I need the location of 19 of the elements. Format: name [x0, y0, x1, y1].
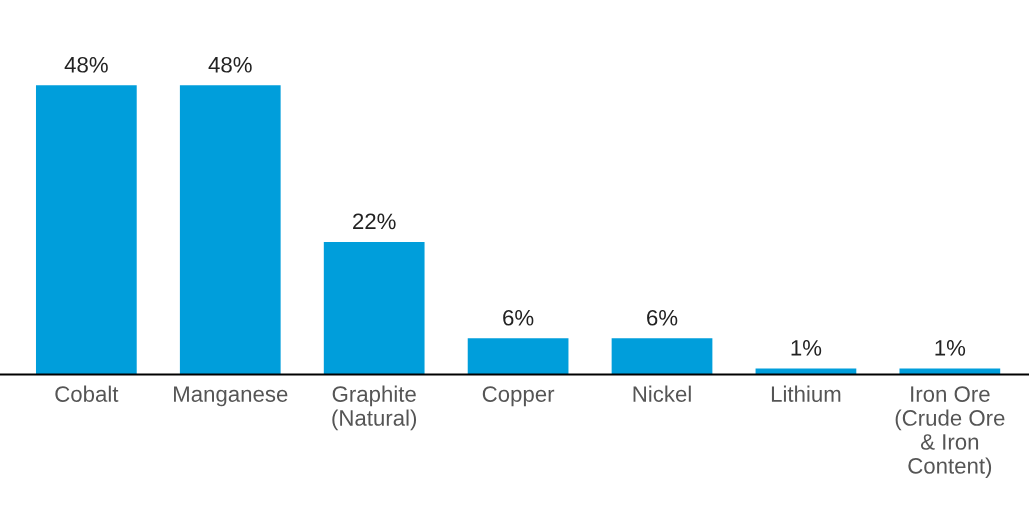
- data-label: 6%: [647, 309, 678, 326]
- x-tick-label: Graphite (Natural): [332, 385, 417, 431]
- bar: [611, 338, 713, 375]
- data-label: 22%: [353, 213, 396, 230]
- bar: [323, 241, 425, 375]
- data-label: 48%: [208, 56, 252, 73]
- x-tick-label: Copper: [482, 386, 555, 407]
- x-tick-label: Iron Ore (Crude Ore & Iron Content): [895, 386, 1005, 479]
- x-tick-label: Lithium: [771, 385, 841, 402]
- x-tick-label: Nickel: [633, 385, 691, 402]
- x-tick-label: Manganese: [174, 386, 288, 407]
- bar: [35, 85, 137, 375]
- data-label: 48%: [64, 56, 108, 73]
- data-label: 1%: [791, 340, 822, 356]
- data-label: 6%: [503, 309, 534, 326]
- x-tick-label: Cobalt: [55, 385, 119, 402]
- bar: [467, 338, 569, 375]
- bar: [179, 85, 281, 375]
- data-label: 1%: [935, 340, 966, 356]
